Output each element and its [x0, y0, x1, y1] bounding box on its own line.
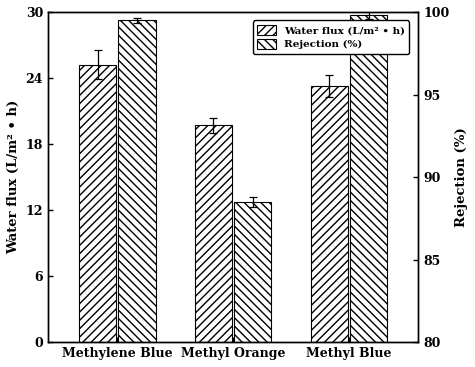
Legend: Water flux (L/m² • h), Rejection (%): Water flux (L/m² • h), Rejection (%): [253, 21, 409, 54]
Bar: [118, 20, 155, 342]
Y-axis label: Rejection (%): Rejection (%): [455, 127, 468, 227]
Y-axis label: Water flux (L/m² • h): Water flux (L/m² • h): [7, 100, 20, 254]
Bar: [311, 86, 348, 342]
Bar: [195, 125, 232, 342]
Bar: [234, 202, 271, 342]
Bar: [350, 15, 387, 342]
Bar: [79, 65, 116, 342]
